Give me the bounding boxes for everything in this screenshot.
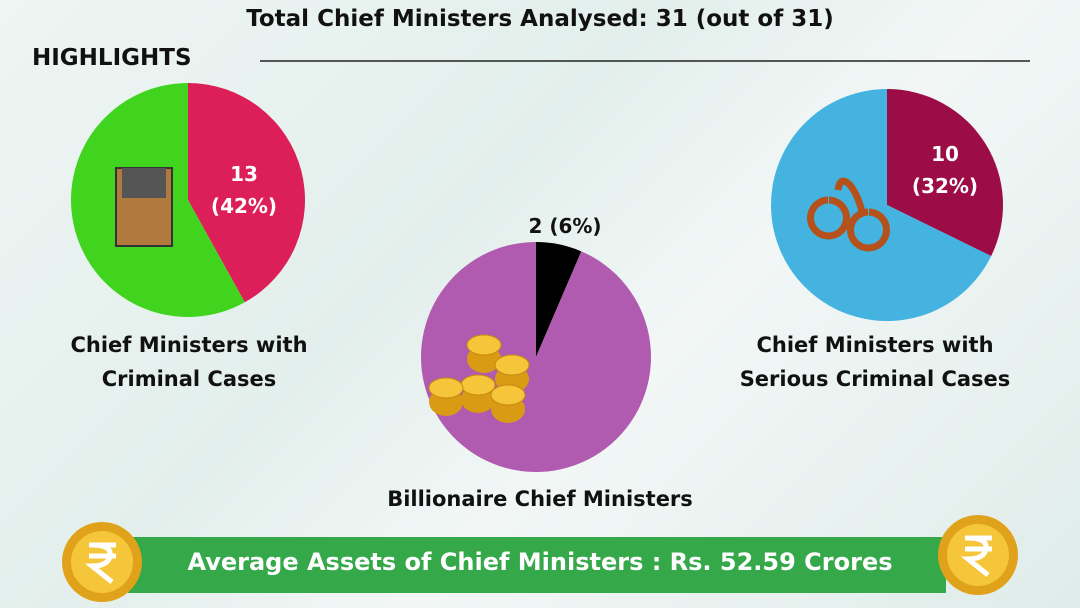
icon-part (466, 334, 502, 356)
banner-text: Average Assets of Chief Ministers : Rs. … (187, 548, 893, 576)
pie-title: Chief Ministers with Criminal Cases (70, 333, 308, 391)
pie-slice (887, 89, 1003, 257)
banner-bg (128, 537, 946, 593)
section-title: HIGHLIGHTS (32, 45, 192, 71)
pie-slice (421, 242, 651, 472)
pie-slice (771, 89, 992, 321)
icon-part (490, 384, 526, 406)
value-label: 2 (6%) (528, 214, 602, 238)
icon-part (494, 354, 530, 376)
value-label: 13 (42%) (210, 162, 278, 218)
pie-title: Billionaire Chief Ministers (387, 487, 693, 511)
pie-title: Chief Ministers with Serious Criminal Ca… (739, 333, 1011, 391)
icon-part (807, 177, 890, 252)
value-label: 10 (32%) (911, 142, 979, 198)
coin-icon (62, 522, 142, 602)
coin-icon (938, 515, 1018, 595)
page-title: Total Chief Ministers Analysed: 31 (out … (246, 6, 834, 32)
pie-slice (536, 242, 582, 357)
icon-part (428, 377, 464, 399)
icon-part (460, 374, 496, 396)
icon-part (122, 168, 166, 198)
pie-slice (188, 83, 306, 303)
icon (115, 167, 890, 423)
